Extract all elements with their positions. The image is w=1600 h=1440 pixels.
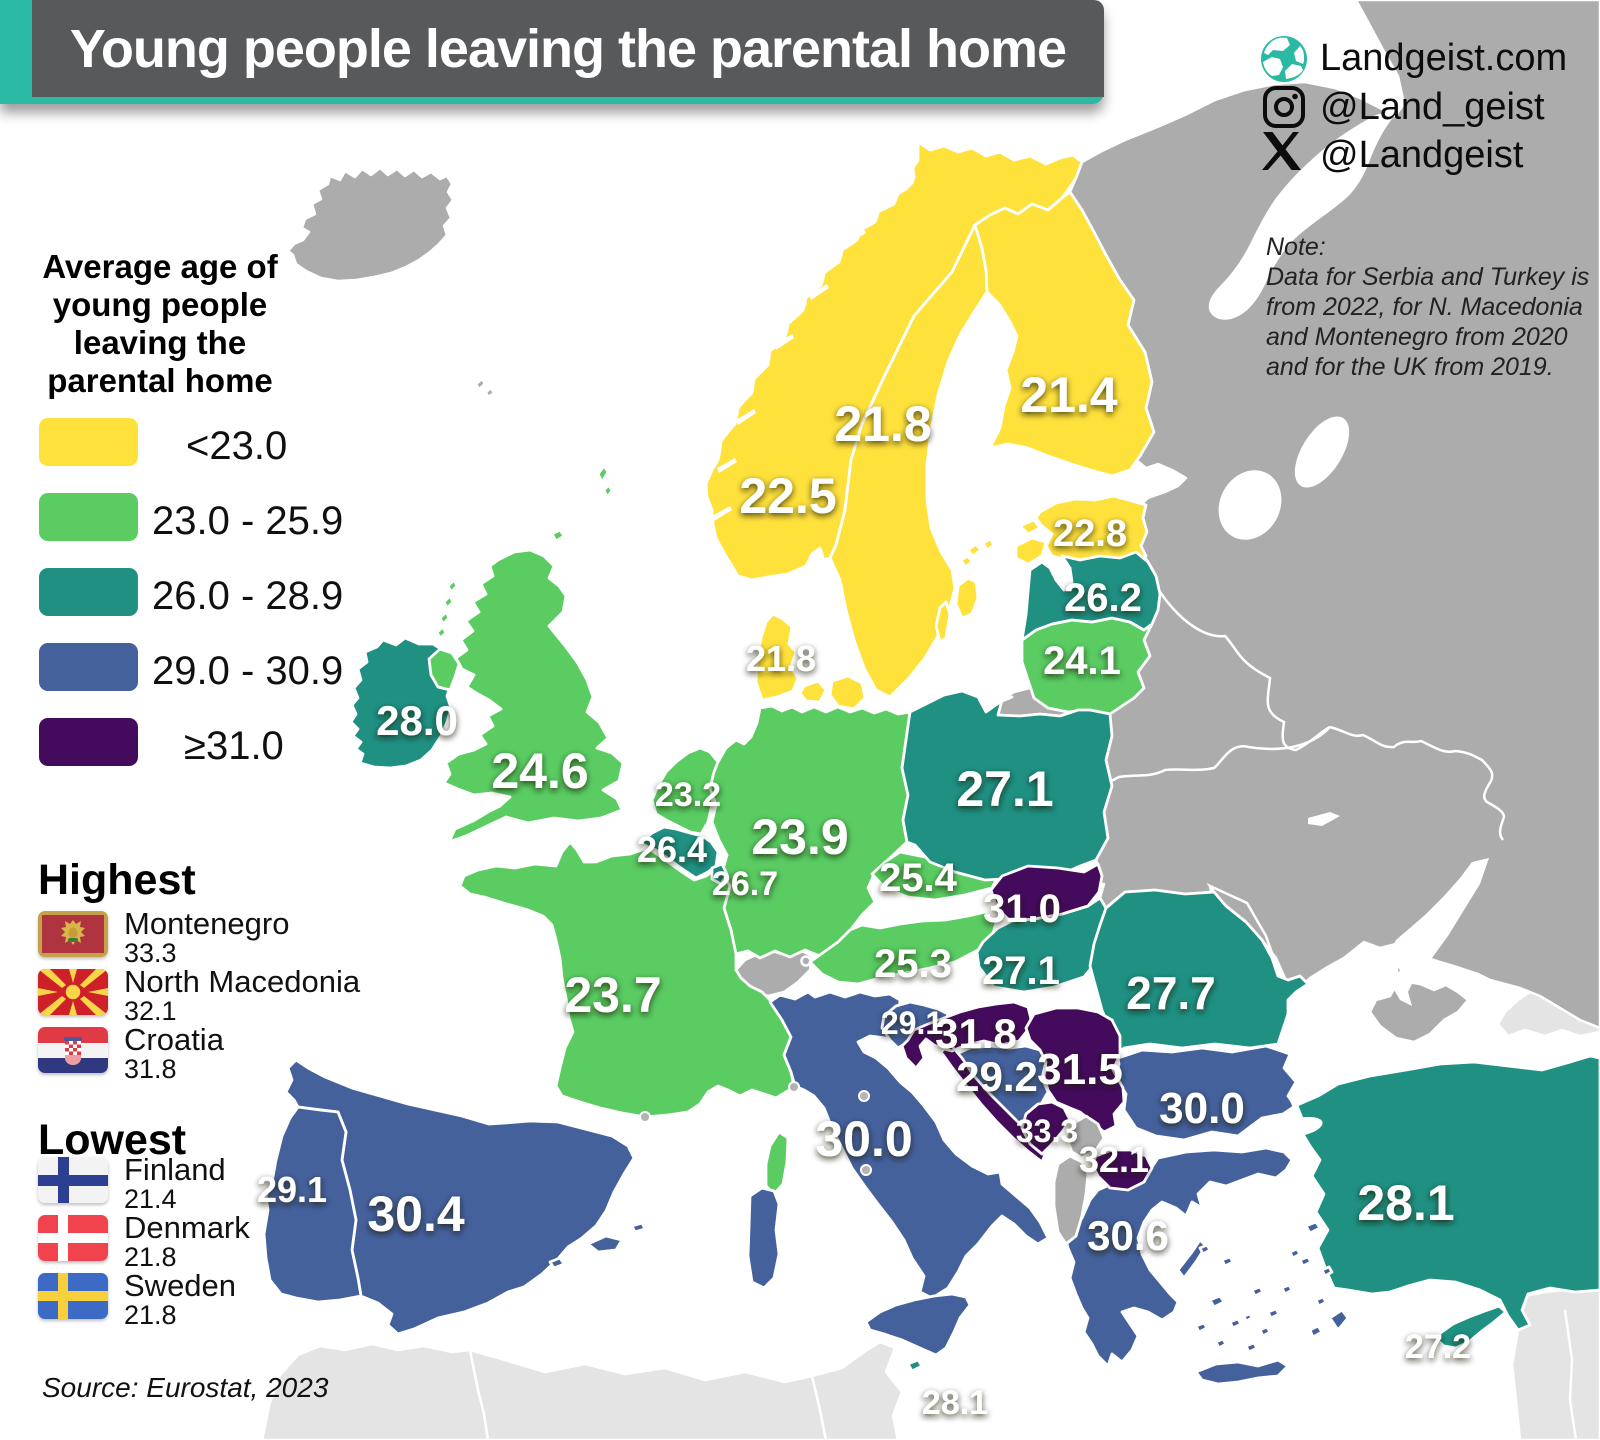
svg-text:22.8: 22.8 [1053,513,1127,555]
svg-text:21.4: 21.4 [1020,367,1118,423]
svg-text:21.8: 21.8 [746,638,816,679]
svg-text:28.0: 28.0 [376,697,458,744]
svg-text:24.6: 24.6 [491,743,588,799]
svg-text:27.7: 27.7 [1126,967,1216,1019]
svg-text:30.6: 30.6 [1087,1212,1169,1259]
svg-text:23.9: 23.9 [751,809,848,865]
svg-text:21.8: 21.8 [834,396,931,452]
svg-text:31.0: 31.0 [983,887,1061,931]
svg-text:31.5: 31.5 [1037,1045,1123,1094]
svg-text:27.1: 27.1 [982,949,1060,993]
svg-text:26.7: 26.7 [712,865,778,903]
svg-text:28.1: 28.1 [1357,1175,1454,1231]
svg-text:33.3: 33.3 [1016,1113,1078,1149]
svg-text:25.4: 25.4 [879,856,958,900]
svg-text:24.1: 24.1 [1043,639,1121,683]
svg-text:31.8: 31.8 [935,1010,1017,1057]
svg-text:29.1: 29.1 [257,1169,327,1210]
svg-text:32.1: 32.1 [1079,1139,1149,1180]
svg-text:27.2: 27.2 [1405,1328,1471,1366]
svg-text:29.2: 29.2 [956,1053,1038,1100]
svg-text:23.7: 23.7 [564,967,661,1023]
svg-text:27.1: 27.1 [956,761,1053,817]
svg-text:26.2: 26.2 [1064,576,1142,620]
svg-text:26.4: 26.4 [637,829,707,870]
svg-text:25.3: 25.3 [874,942,952,986]
svg-text:29.1: 29.1 [881,1005,943,1041]
svg-text:23.2: 23.2 [655,776,721,814]
svg-text:28.1: 28.1 [922,1384,988,1422]
svg-text:22.5: 22.5 [739,468,836,524]
svg-text:30.0: 30.0 [815,1111,912,1167]
svg-text:30.0: 30.0 [1159,1084,1245,1133]
svg-text:30.4: 30.4 [367,1186,465,1242]
